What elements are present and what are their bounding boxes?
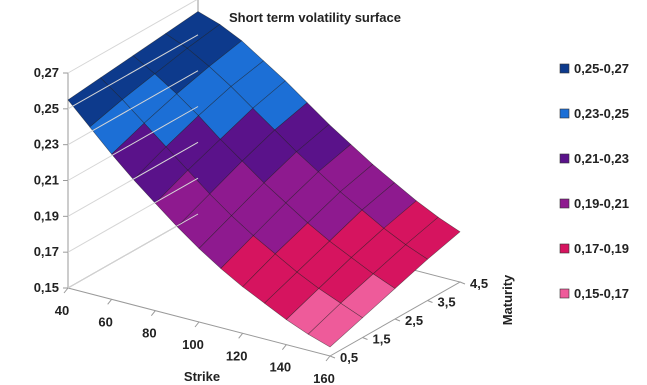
- x-tick-mark: [281, 344, 287, 350]
- y-gridline: [67, 0, 198, 74]
- x-tick-label: 100: [182, 337, 204, 352]
- legend-swatch: [559, 198, 570, 209]
- maturity-tick-mark: [427, 300, 433, 303]
- y-gridline: [67, 177, 199, 253]
- y-tick-label: 0,25: [34, 101, 59, 116]
- y-tick-label: 0,21: [34, 173, 59, 188]
- legend-label: 0,25-0,27: [574, 61, 629, 76]
- maturity-tick-label: 2,5: [405, 313, 423, 328]
- legend-label: 0,21-0,23: [574, 151, 629, 166]
- maturity-tick-mark: [329, 355, 336, 359]
- x-tick-label: 60: [98, 314, 112, 329]
- legend-label: 0,19-0,21: [574, 196, 629, 211]
- x-tick-mark: [150, 310, 156, 316]
- y-gridline: [67, 213, 199, 289]
- x-tick-label: 160: [313, 371, 335, 385]
- maturity-tick-mark: [362, 337, 368, 340]
- legend-swatch: [559, 153, 570, 164]
- legend-swatch: [559, 108, 570, 119]
- x-tick-label: 40: [55, 303, 69, 318]
- x-tick-mark: [238, 333, 244, 339]
- y-gridline: [67, 34, 199, 110]
- maturity-axis-title: Maturity: [500, 274, 515, 325]
- x-tick-label: 140: [269, 360, 291, 375]
- legend-swatch: [559, 243, 570, 254]
- y-tick-label: 0,27: [34, 65, 59, 80]
- maturity-tick-mark: [394, 318, 401, 322]
- y-gridline: [67, 141, 199, 217]
- chart-title: Short term volatility surface: [229, 10, 401, 25]
- x-tick-mark: [325, 355, 331, 362]
- y-gridline: [67, 106, 199, 181]
- y-tick-label: 0,23: [34, 137, 59, 152]
- y-gridline: [67, 70, 199, 146]
- x-tick-mark: [107, 299, 113, 305]
- y-tick-label: 0,17: [34, 244, 59, 259]
- legend-swatch: [559, 288, 570, 299]
- x-tick-mark: [63, 287, 69, 294]
- x-tick-label: 120: [226, 348, 248, 363]
- surface-cell: [307, 302, 363, 348]
- surface-plot: [67, 11, 461, 348]
- x-tick-mark: [194, 321, 200, 328]
- axis-ticks: 0,15 0,17 0,19 0,21 0,23 0,25 0,27 40 60 80 100 120…: [34, 0, 488, 385]
- y-tick-label: 0,19: [34, 208, 59, 223]
- x-tick-label: 80: [142, 326, 156, 341]
- legend-swatch: [559, 63, 570, 74]
- legend-label: 0,23-0,25: [574, 106, 629, 121]
- x-axis-title: Strike: [184, 369, 220, 384]
- maturity-tick-label: 0,5: [340, 350, 358, 365]
- maturity-tick-label: 4,5: [470, 276, 488, 291]
- legend-label: 0,15-0,17: [574, 286, 629, 301]
- legend-label: 0,17-0,19: [574, 241, 629, 256]
- legend: 0,25-0,27 0,23-0,25 0,21-0,23 0,19-0,21 0,17…: [559, 61, 629, 301]
- y-tick-label: 0,15: [34, 280, 59, 295]
- maturity-tick-label: 1,5: [373, 332, 391, 347]
- maturity-tick-mark: [459, 281, 466, 285]
- maturity-tick-label: 3,5: [438, 295, 456, 310]
